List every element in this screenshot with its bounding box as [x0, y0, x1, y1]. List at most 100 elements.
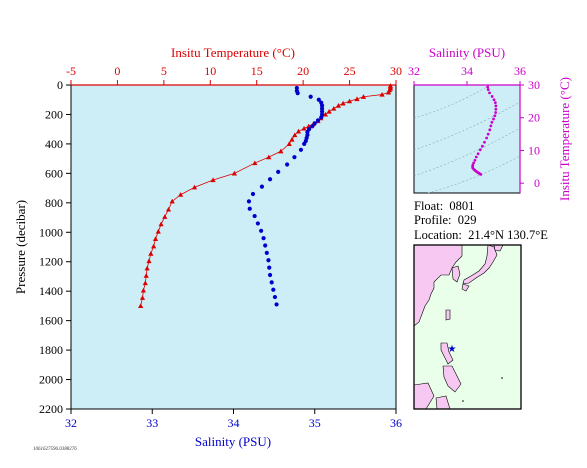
salinity-point [298, 147, 304, 152]
ts-diagram: 32 34 36 0 10 20 30 Salinity (PSU) Insitu Temp… [408, 45, 572, 201]
map-land-hokkaido [493, 245, 504, 252]
footnote-id: 1061627596.0388276 [33, 447, 77, 452]
ts-salinity-axis-label: Salinity (PSU) [429, 45, 505, 60]
salinity-point [312, 121, 317, 126]
salinity-point [315, 118, 321, 123]
salinity-point [319, 103, 325, 108]
temperature-point [295, 128, 302, 134]
temperature-point [289, 136, 295, 142]
salinity-point [319, 115, 324, 120]
temperature-point [152, 236, 159, 241]
salinity-point [316, 97, 321, 102]
ts-salinity-tick-label: 34 [461, 64, 473, 78]
ts-point [492, 98, 496, 102]
temperature-point [148, 251, 154, 256]
salinity-point [285, 162, 290, 167]
location-map: ★ [413, 244, 522, 410]
map-land-mindanao-sulawesi [435, 395, 451, 409]
map-land-kyushu [461, 283, 470, 292]
temperature-tick-label: 5 [161, 64, 167, 78]
salinity-point [267, 265, 272, 270]
ts-point [494, 111, 498, 114]
profile-plot: 0200400600800100012001400160018002000220… [13, 45, 402, 449]
map-land-japan [462, 245, 498, 285]
ts-point [472, 161, 476, 165]
salinity-point [252, 213, 257, 219]
temperature-point [142, 280, 148, 286]
temperature-axis-label: Insitu Temperature (°C) [171, 45, 295, 60]
salinity-point [294, 85, 299, 91]
ts-point [474, 155, 478, 159]
map-land-asia-mainland [414, 245, 463, 327]
ts-point [488, 128, 492, 132]
pressure-tick-label: 2000 [39, 373, 63, 387]
profile-plot-ticks: 0200400600800100012001400160018002000220… [39, 64, 402, 430]
temperature-point [286, 141, 292, 146]
temperature-point [144, 265, 150, 271]
temperature-point [266, 154, 272, 160]
temperature-point [331, 105, 337, 111]
temperature-point [139, 295, 146, 300]
salinity-point [295, 91, 300, 96]
temperature-point [292, 132, 298, 138]
temperature-tick-label: 15 [251, 64, 263, 78]
temperature-point [354, 96, 360, 102]
ts-temperature-tick-label: 20 [528, 111, 540, 125]
map-island-dot [501, 377, 503, 379]
salinity-point [267, 272, 273, 278]
temperature-point [158, 221, 164, 227]
temperature-point [360, 94, 367, 99]
density-contour [427, 155, 521, 194]
ts-point [480, 144, 484, 148]
salinity-point [266, 258, 271, 263]
salinity-point [259, 184, 265, 189]
salinity-point [319, 106, 325, 111]
float-value: 0801 [449, 199, 475, 213]
salinity-point [250, 191, 256, 197]
map-land-philippines-luzon [440, 342, 454, 365]
temperature-tick-label: 0 [114, 64, 120, 78]
temperature-point [379, 91, 385, 97]
temperature-point [143, 273, 149, 278]
salinity-point [305, 130, 310, 135]
salinity-tick-label: 35 [309, 416, 321, 430]
pressure-tick-label: 400 [45, 137, 63, 151]
ts-point [488, 91, 491, 95]
temperature-point [169, 198, 175, 204]
ts-point [473, 158, 477, 162]
salinity-point [246, 199, 252, 204]
profile-plot-background [70, 84, 397, 410]
pressure-tick-label: 200 [45, 107, 63, 121]
temperature-point [140, 287, 147, 293]
pressure-tick-label: 0 [57, 78, 63, 92]
temperature-point [191, 184, 198, 190]
ts-point [483, 140, 486, 144]
ts-salinity-tick-label: 36 [514, 64, 526, 78]
salinity-tick-label: 32 [65, 416, 77, 430]
float-label: Float: [414, 199, 444, 213]
temperature-tick-label: -5 [66, 64, 76, 78]
salinity-point [308, 94, 313, 99]
salinity-point [261, 236, 266, 241]
ts-point [494, 107, 498, 111]
salinity-axis-label: Salinity (PSU) [195, 434, 271, 449]
ts-point [493, 114, 497, 118]
location-info: Location: 21.4°N 130.7°E [414, 228, 548, 243]
salinity-tick-label: 34 [228, 416, 240, 430]
ts-point [486, 85, 490, 89]
temperature-point [278, 148, 284, 154]
ts-diagram-background [413, 84, 521, 194]
ts-point [494, 104, 498, 108]
ts-temperature-axis-label: Insitu Temperature (°C) [557, 77, 572, 201]
salinity-point [310, 124, 315, 129]
temperature-point [326, 108, 332, 114]
salinity-tick-label: 33 [146, 416, 158, 430]
ts-point [490, 120, 494, 124]
ts-temperature-tick-label: 30 [528, 78, 540, 92]
salinity-point [267, 177, 273, 182]
temperature-point [210, 177, 216, 183]
salinity-point [259, 228, 264, 233]
pressure-tick-label: 1200 [39, 255, 63, 269]
ts-temperature-tick-label: 10 [528, 143, 540, 157]
map-land-korea [451, 265, 461, 283]
